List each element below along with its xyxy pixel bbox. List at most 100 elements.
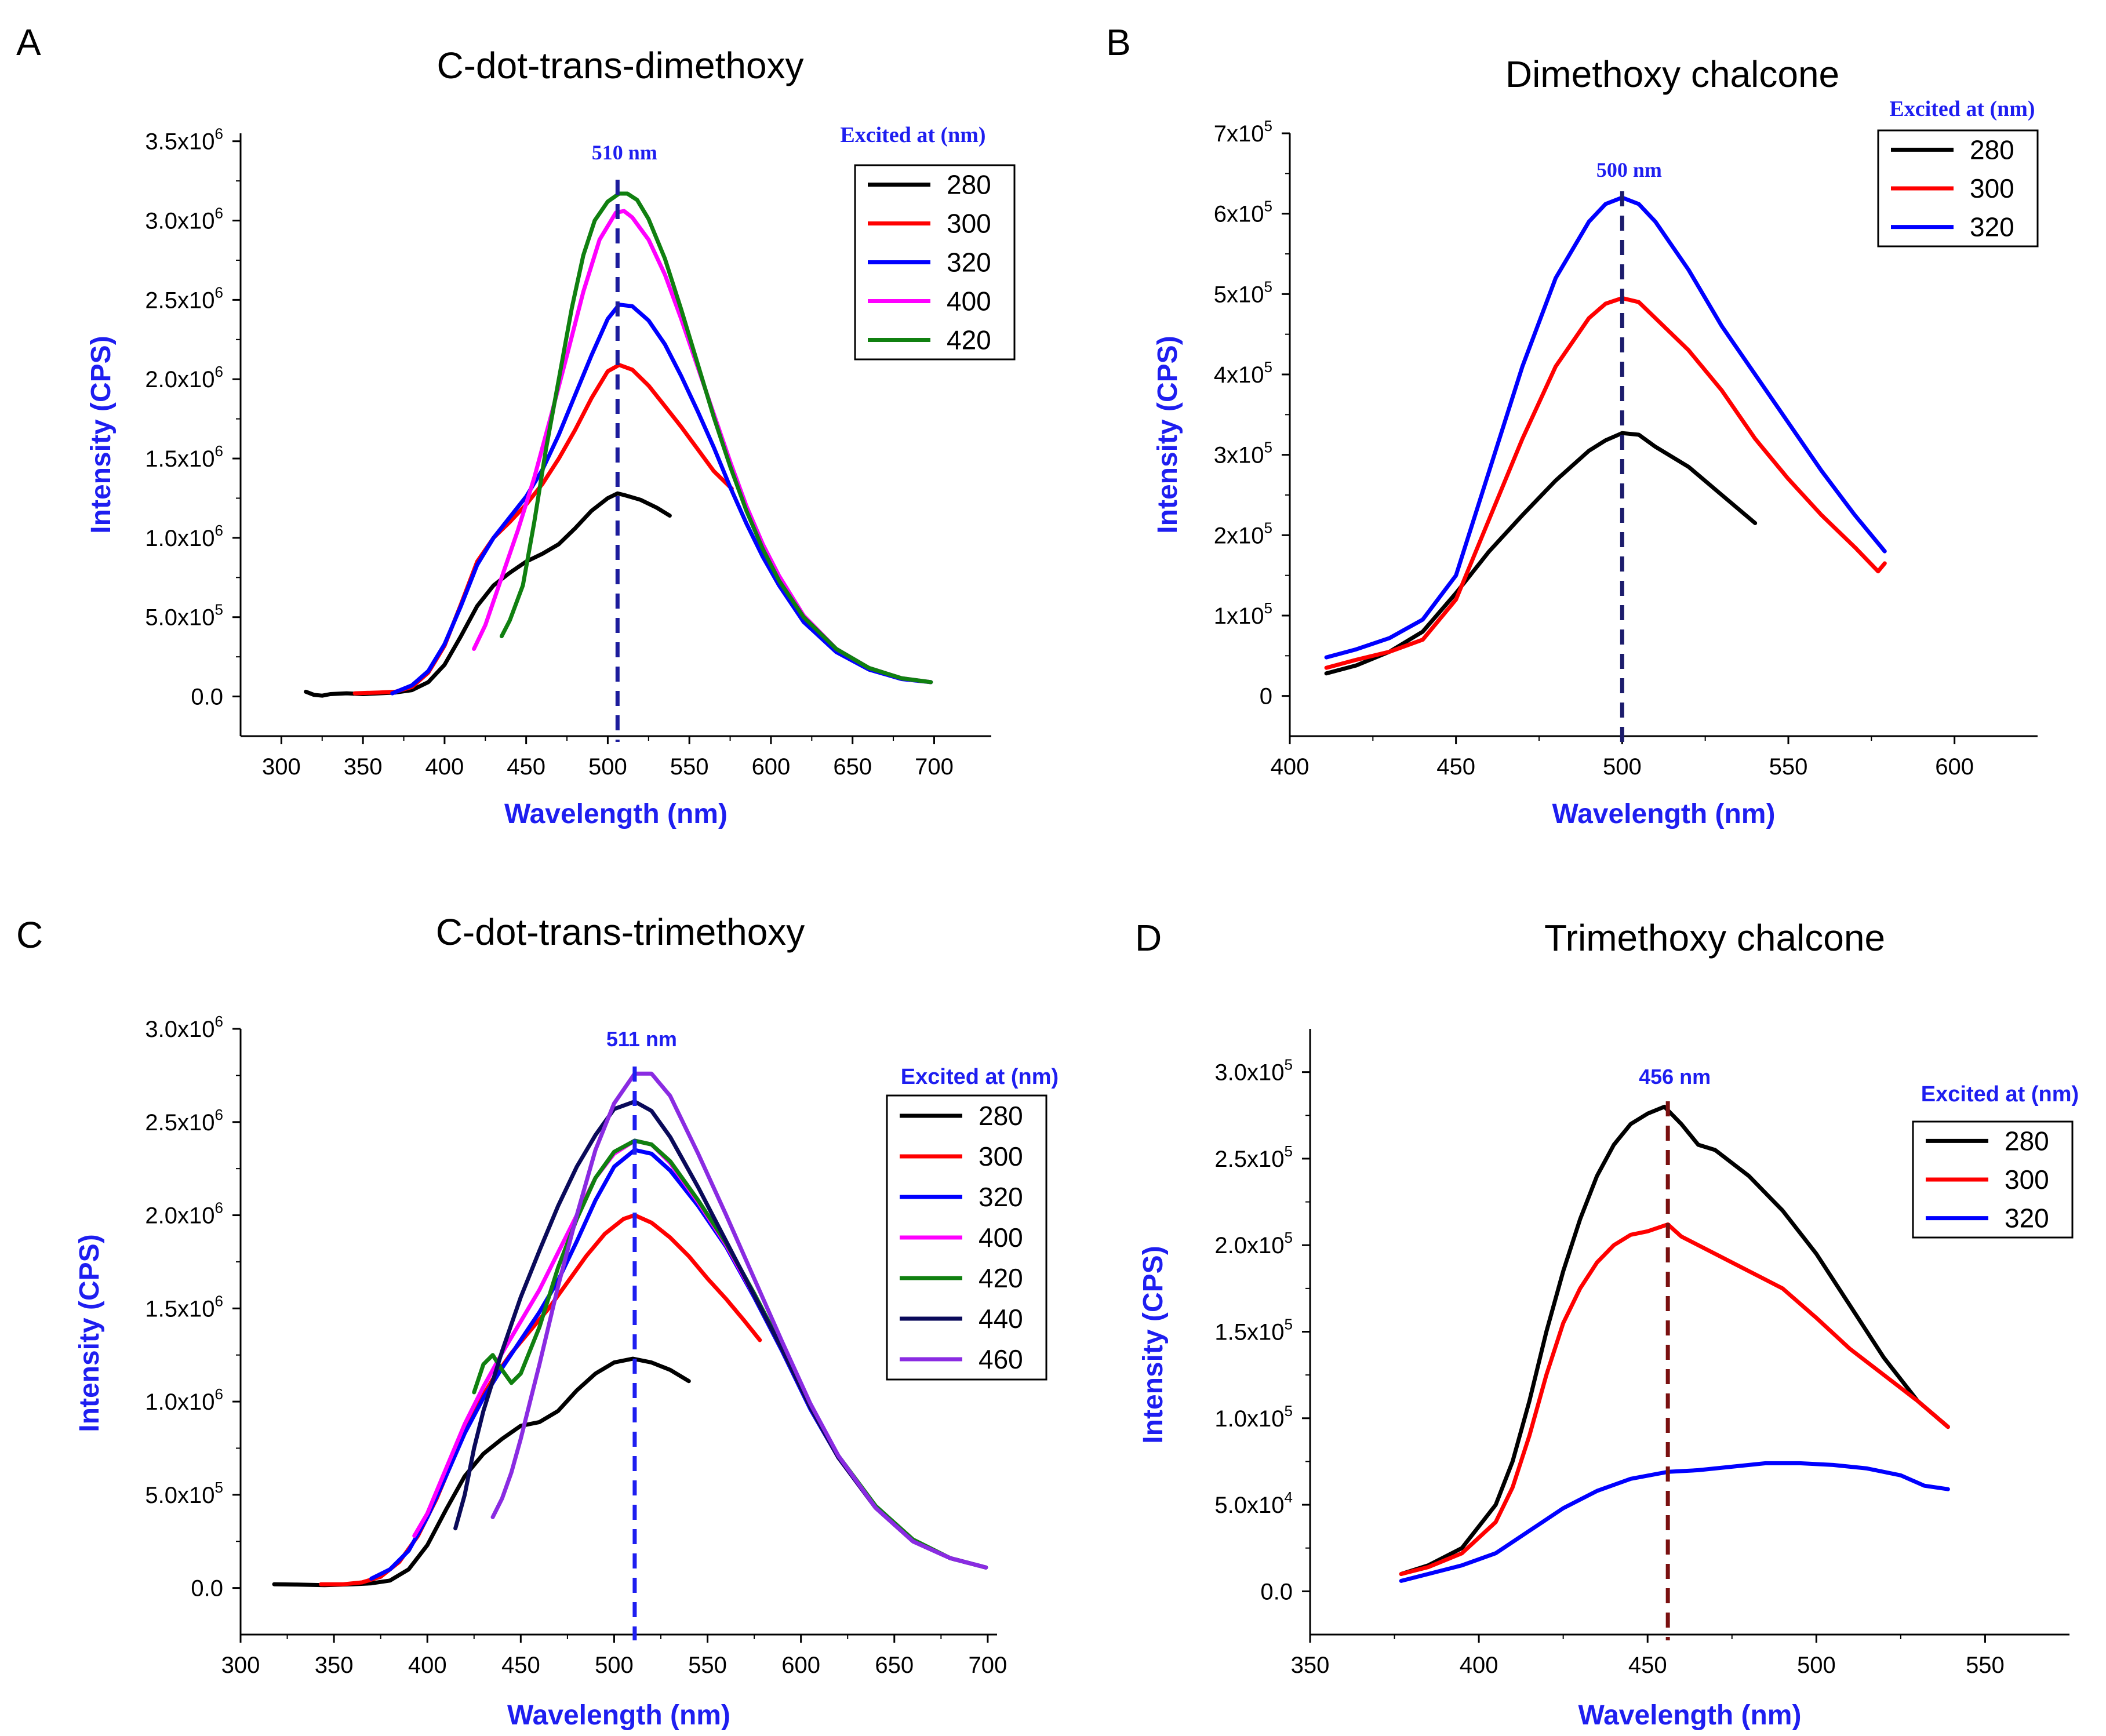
x-axis-label: Wavelength (nm) — [504, 799, 728, 829]
y-tick-label: 2.5x106 — [145, 283, 223, 313]
peak-label: 500 nm — [1596, 158, 1662, 181]
y-axis-label: Intensity (CPS) — [1138, 1246, 1169, 1443]
y-tick-label: 3x105 — [1214, 439, 1272, 468]
y-axis-label: Intensity (CPS) — [86, 336, 117, 533]
y-axis-label: Intensity (CPS) — [1152, 336, 1183, 533]
y-tick-label: 0 — [1260, 684, 1272, 709]
panel-b-title: Dimethoxy chalcone — [1505, 53, 1839, 95]
x-tick-label: 600 — [752, 754, 791, 780]
x-tick-label: 700 — [915, 754, 954, 780]
y-tick-label: 7x105 — [1214, 117, 1272, 147]
panel-c-title: C-dot-trans-trimethoxy — [436, 911, 805, 953]
panel-a-letter: A — [16, 21, 41, 63]
y-tick-label: 5x105 — [1214, 278, 1272, 307]
legend-label-280: 280 — [947, 170, 991, 200]
panel-d-title: Trimethoxy chalcone — [1544, 917, 1885, 959]
x-tick-label: 600 — [1935, 754, 1974, 780]
y-tick-label: 1x105 — [1214, 599, 1272, 629]
y-tick-label: 1.5x106 — [145, 442, 223, 472]
y-tick-label: 2.5x105 — [1214, 1142, 1293, 1172]
x-tick-label: 400 — [1460, 1653, 1498, 1678]
series-line-280 — [1399, 1104, 1950, 1576]
series-line-320 — [1324, 195, 1887, 660]
x-tick-label: 500 — [588, 754, 627, 780]
peak-label: 456 nm — [1639, 1065, 1711, 1089]
legend-label-300: 300 — [947, 209, 991, 239]
x-tick-label: 450 — [1436, 754, 1475, 780]
panel-d-letter: D — [1135, 917, 1162, 959]
y-tick-label: 5.0x104 — [1214, 1488, 1293, 1518]
panel-c-letter: C — [16, 914, 43, 956]
x-tick-label: 450 — [501, 1653, 540, 1678]
legend-title: Excited at (nm) — [840, 123, 985, 147]
x-tick-label: 650 — [833, 754, 872, 780]
y-tick-label: 0.0 — [191, 1576, 223, 1602]
y-tick-label: 0.0 — [1260, 1579, 1293, 1604]
series-line-460 — [490, 1071, 988, 1570]
x-axis-label: Wavelength (nm) — [507, 1700, 730, 1731]
panel-a: A C-dot-trans-dimethoxy 300 350 400 450 500 5… — [16, 21, 1016, 829]
peak-label: 510 nm — [592, 141, 657, 164]
series-line-280 — [304, 491, 672, 698]
series-line-320 — [1399, 1461, 1950, 1583]
x-tick-label: 350 — [344, 754, 383, 780]
y-tick-label: 6x105 — [1214, 198, 1272, 227]
x-tick-label: 550 — [688, 1653, 727, 1678]
legend-title: Excited at (nm) — [901, 1065, 1059, 1089]
x-tick-label: 400 — [425, 754, 464, 780]
y-tick-label: 2.0x105 — [1214, 1229, 1293, 1258]
legend-label-280: 280 — [979, 1101, 1023, 1131]
x-tick-label: 300 — [262, 754, 301, 780]
y-tick-label: 3.0x105 — [1214, 1056, 1293, 1086]
legend-label-400: 400 — [979, 1222, 1023, 1253]
x-tick-label: 400 — [408, 1653, 447, 1678]
x-tick-label: 500 — [595, 1653, 634, 1678]
x-tick-label: 700 — [969, 1653, 1007, 1678]
y-tick-label: 2.5x106 — [145, 1106, 223, 1136]
y-tick-label: 0.0 — [191, 685, 223, 710]
y-tick-label: 5.0x105 — [145, 601, 223, 631]
x-tick-label: 450 — [1628, 1653, 1667, 1678]
x-tick-label: 550 — [1769, 754, 1808, 780]
legend-title: Excited at (nm) — [1921, 1082, 2079, 1107]
x-tick-label: 550 — [1966, 1653, 2005, 1678]
legend-label-320: 320 — [2005, 1203, 2049, 1233]
legend-label-400: 400 — [947, 286, 991, 316]
series-line-300 — [1399, 1222, 1950, 1576]
panel-c: C C-dot-trans-trimethoxy 300 350 400 450 500… — [16, 911, 1059, 1731]
y-tick-label: 1.5x105 — [1214, 1316, 1293, 1345]
panel-b-letter: B — [1106, 21, 1131, 63]
series-line-280 — [1324, 431, 1758, 676]
y-tick-label: 1.0x105 — [1214, 1402, 1293, 1432]
legend-label-300: 300 — [979, 1141, 1023, 1171]
y-tick-label: 2x105 — [1214, 519, 1272, 548]
y-tick-label: 4x105 — [1214, 358, 1272, 388]
legend-title: Excited at (nm) — [1889, 97, 2035, 121]
y-tick-label: 3.0x106 — [145, 1013, 223, 1042]
legend-label-460: 460 — [979, 1344, 1023, 1374]
peak-label: 511 nm — [606, 1027, 677, 1051]
panel-a-title: C-dot-trans-dimethoxy — [437, 45, 803, 86]
x-tick-label: 650 — [875, 1653, 914, 1678]
x-axis-label: Wavelength (nm) — [1578, 1700, 1802, 1731]
x-tick-label: 350 — [315, 1653, 354, 1678]
legend-label-280: 280 — [1970, 134, 2014, 165]
x-tick-label: 300 — [221, 1653, 260, 1678]
y-tick-label: 3.0x106 — [145, 205, 223, 234]
y-tick-label: 2.0x106 — [145, 1199, 223, 1229]
y-tick-label: 3.5x106 — [145, 125, 223, 155]
legend-label-320: 320 — [979, 1182, 1023, 1212]
series-line-320 — [390, 303, 933, 696]
x-tick-label: 550 — [670, 754, 709, 780]
x-tick-label: 400 — [1271, 754, 1310, 780]
legend-label-440: 440 — [979, 1304, 1023, 1334]
x-tick-label: 500 — [1603, 754, 1642, 780]
y-axis-label: Intensity (CPS) — [74, 1234, 105, 1432]
y-tick-label: 1.0x106 — [145, 1385, 223, 1415]
panel-b: B Dimethoxy chalcone 400 450 500 550 600 0 1x1… — [1106, 21, 2039, 829]
series-line-420 — [499, 191, 933, 685]
x-tick-label: 600 — [781, 1653, 820, 1678]
x-tick-label: 450 — [507, 754, 545, 780]
legend-label-320: 320 — [1970, 212, 2014, 242]
